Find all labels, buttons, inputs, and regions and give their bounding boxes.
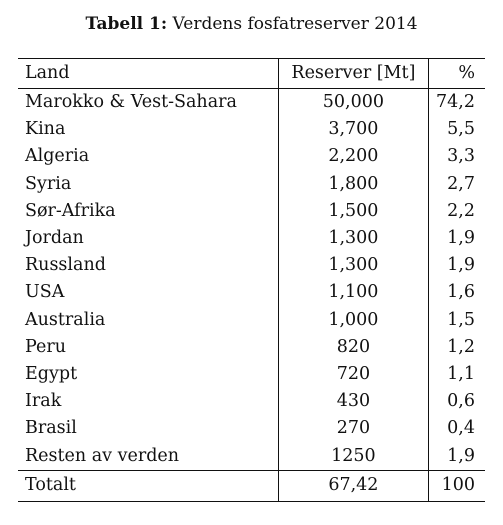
cell-land: Jordan [25,228,84,249]
cell-reserves: 2,200 [277,143,429,171]
table-row: Jordan 1,300 1,9 [18,224,485,253]
cell-reserves: 3,700 [277,116,429,144]
cell-percent: 0,6 [428,388,485,416]
total-reserves: 67,42 [277,469,429,502]
table-row: Syria 1,800 2,7 [18,170,485,198]
table-row: Brasil 270 0,4 [18,415,485,443]
cell-percent: 1,9 [428,442,485,471]
table-row: Marokko & Vest-Sahara 50,000 74,2 [18,88,485,117]
cell-land: Sør-Afrika [25,200,116,221]
table-row: Resten av verden 1250 1,9 [18,442,485,471]
table-row: Egypt 720 1,1 [18,360,485,389]
header-land: Land [18,58,279,89]
cell-land: Australia [25,309,106,330]
cell-percent: 74,2 [428,88,485,117]
cell-reserves: 1,500 [277,197,429,225]
header-percent: % [428,58,485,89]
table-row: Russland 1,300 1,9 [18,252,485,280]
cell-reserves: 1,300 [277,224,429,253]
total-label: Totalt [18,469,279,502]
table-row: USA 1,100 1,6 [18,279,485,307]
cell-land: Marokko & Vest-Sahara [25,92,237,113]
cell-reserves: 270 [277,415,429,443]
cell-land: Resten av verden [25,445,180,466]
cell-percent: 2,2 [428,197,485,225]
cell-land: USA [25,282,65,303]
cell-reserves: 1,300 [277,252,429,280]
cell-land: Kina [25,119,66,140]
table-row: Irak 430 0,6 [18,388,485,416]
cell-percent: 2,7 [428,170,485,198]
cell-reserves: 1250 [277,442,429,471]
caption-title: Verdens fosfatreserver 2014 [172,14,418,34]
total-row: Totalt 67,42 100 [18,469,485,502]
table-row: Australia 1,000 1,5 [18,306,485,334]
header-reserves: Reserver [Mt] [277,58,429,89]
cell-reserves: 1,000 [277,306,429,334]
cell-land: Irak [25,391,62,412]
cell-land: Egypt [25,363,78,384]
cell-percent: 1,6 [428,279,485,307]
cell-percent: 1,9 [428,224,485,253]
table-row: Peru 820 1,2 [18,333,485,361]
header-row: Land Reserver [Mt] % [18,58,485,89]
cell-land: Algeria [25,146,90,167]
cell-reserves: 820 [277,333,429,361]
cell-land: Peru [25,336,66,357]
cell-reserves: 430 [277,388,429,416]
table-row: Kina 3,700 5,5 [18,116,485,144]
cell-land: Brasil [25,418,77,439]
cell-reserves: 1,800 [277,170,429,198]
table-row: Sør-Afrika 1,500 2,2 [18,197,485,225]
cell-percent: 0,4 [428,415,485,443]
phosphate-reserves-table: Land Reserver [Mt] % Marokko & Vest-Saha… [18,58,485,502]
table-row: Algeria 2,200 3,3 [18,143,485,171]
cell-land: Russland [25,255,106,276]
cell-reserves: 50,000 [277,88,429,117]
cell-reserves: 1,100 [277,279,429,307]
table-caption: Tabell 1: Verdens fosfatreserver 2014 [0,14,503,34]
total-percent: 100 [428,469,485,502]
cell-land: Syria [25,173,72,194]
cell-percent: 1,9 [428,252,485,280]
cell-percent: 1,2 [428,333,485,361]
caption-label: Tabell 1: [85,14,168,34]
cell-percent: 5,5 [428,116,485,144]
cell-percent: 1,1 [428,360,485,389]
cell-percent: 3,3 [428,143,485,171]
cell-reserves: 720 [277,360,429,389]
cell-percent: 1,5 [428,306,485,334]
